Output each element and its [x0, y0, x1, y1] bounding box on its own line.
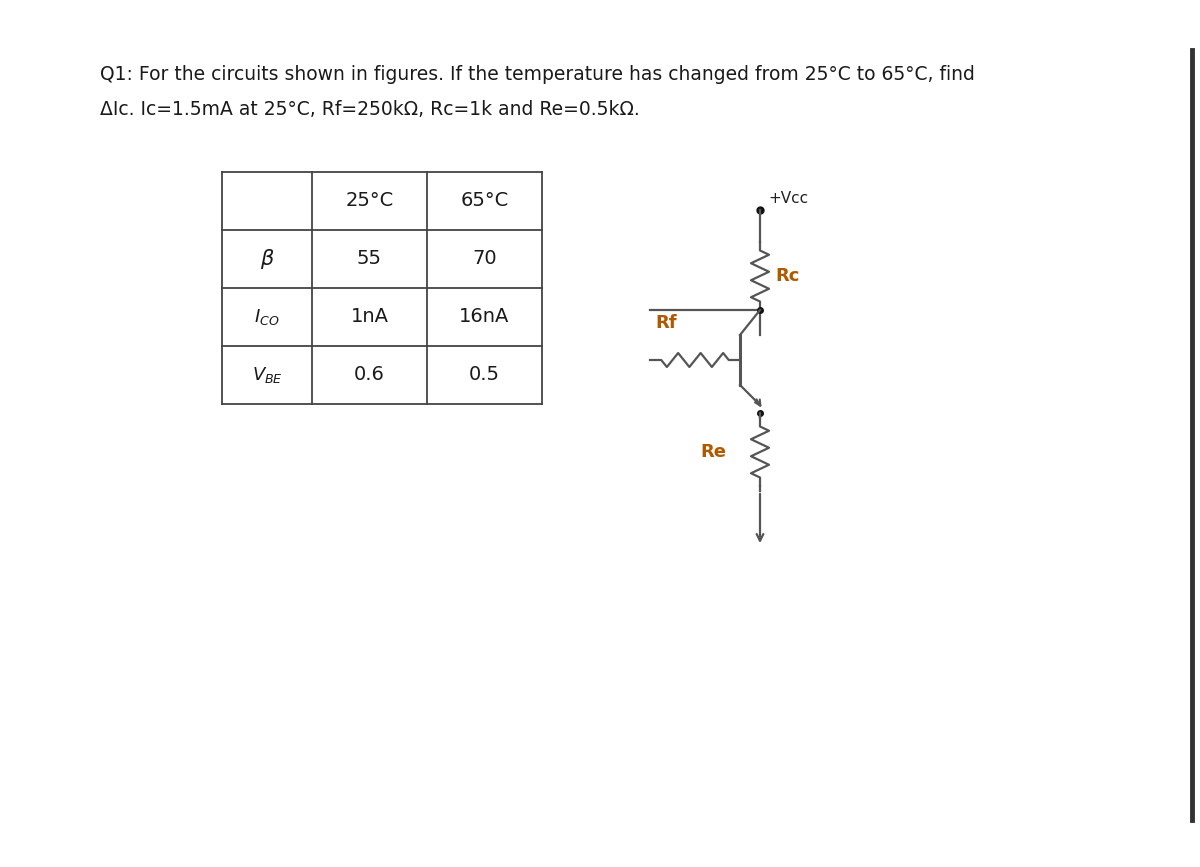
Text: 1nA: 1nA — [350, 308, 389, 327]
Text: 16nA: 16nA — [460, 308, 510, 327]
Text: 0.5: 0.5 — [469, 366, 500, 384]
Text: Re: Re — [700, 443, 726, 461]
Text: Q1: For the circuits shown in figures. If the temperature has changed from 25°C : Q1: For the circuits shown in figures. I… — [100, 65, 974, 84]
Text: 0.6: 0.6 — [354, 366, 385, 384]
Text: 70: 70 — [472, 250, 497, 269]
Text: ΔIc. Ic=1.5mA at 25°C, Rf​=250kΩ, Rc=1k and Re=0.5kΩ.: ΔIc. Ic=1.5mA at 25°C, Rf​=250kΩ, Rc=1k … — [100, 100, 640, 119]
Text: $\beta$: $\beta$ — [259, 247, 275, 271]
Text: 65°C: 65°C — [461, 192, 509, 211]
Text: $I_{CO}$: $I_{CO}$ — [254, 307, 280, 327]
Text: Rc: Rc — [775, 267, 799, 285]
Text: 55: 55 — [358, 250, 382, 269]
Text: Rf: Rf — [655, 314, 677, 332]
Text: $V_{BE}$: $V_{BE}$ — [252, 365, 282, 385]
Text: +Vcc: +Vcc — [768, 191, 808, 206]
Text: 25°C: 25°C — [346, 192, 394, 211]
